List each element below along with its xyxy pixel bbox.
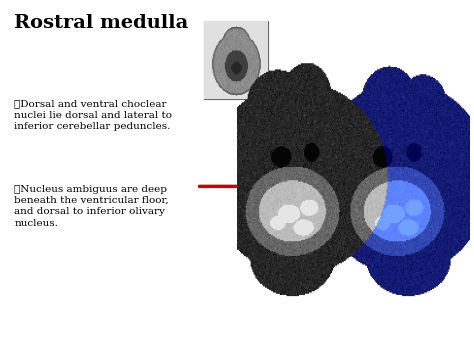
Bar bbox=[204, 21, 268, 99]
Text: ➤Nucleus ambiguus are deep
beneath the ventricular floor,
and dorsal to inferior: ➤Nucleus ambiguus are deep beneath the v… bbox=[14, 185, 169, 228]
Text: Rostral medulla: Rostral medulla bbox=[14, 14, 189, 32]
Text: ➤Dorsal and ventral choclear
nuclei lie dorsal and lateral to
inferior cerebella: ➤Dorsal and ventral choclear nuclei lie … bbox=[14, 99, 172, 131]
